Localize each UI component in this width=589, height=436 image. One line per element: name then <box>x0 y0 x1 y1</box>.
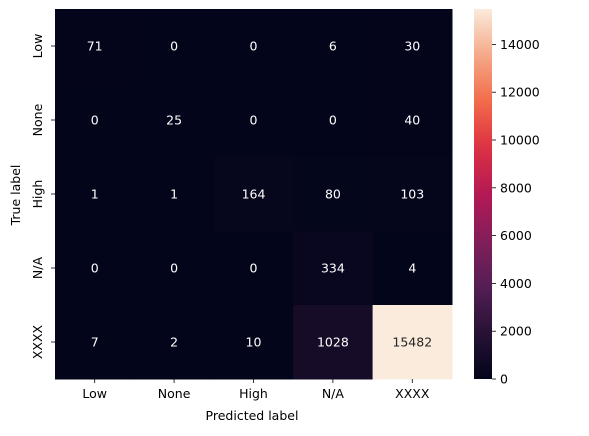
heatmap-cell <box>293 305 374 380</box>
heatmap-cell <box>55 83 135 158</box>
colorbar-tick-label: 8000 <box>500 180 532 195</box>
heatmap-cell-value: 15482 <box>392 335 432 350</box>
colorbar-tick-label: 2000 <box>500 324 532 339</box>
y-axis-ticks: Low None High N/A XXXX <box>30 34 55 359</box>
heatmap-cell-value: 1028 <box>317 335 349 350</box>
x-tick-label: None <box>158 386 191 401</box>
heatmap-cell <box>372 157 453 232</box>
x-tick-label: XXXX <box>395 386 430 401</box>
heatmap-cell-labels: 71 0 0 6 30 0 25 0 0 40 1 1 164 80 103 0 0 0 334 4 7 2 10 1028 1… <box>87 39 432 350</box>
x-tick-label: N/A <box>322 386 345 401</box>
heatmap-cell-value: 1 <box>91 187 99 202</box>
heatmap-cell <box>293 9 374 84</box>
heatmap-cell-value: 80 <box>325 187 341 202</box>
heatmap-cell-value: 103 <box>400 187 424 202</box>
colorbar-tick-label: 12000 <box>500 85 540 100</box>
y-axis-label: True label <box>8 165 23 227</box>
colorbar-tick-label: 14000 <box>500 37 540 52</box>
colorbar-tick-label: 0 <box>500 372 508 387</box>
heatmap-cell <box>293 157 374 232</box>
heatmap-cell-value: 0 <box>329 113 337 128</box>
heatmap-cell <box>134 305 215 380</box>
heatmap-cell-value: 164 <box>242 187 266 202</box>
heatmap-cell <box>372 305 453 380</box>
colorbar-tick-label: 4000 <box>500 276 532 291</box>
heatmap-cell-value: 6 <box>329 39 337 54</box>
heatmap-cell <box>372 231 453 306</box>
heatmap-cell-value: 4 <box>408 261 416 276</box>
heatmap-cell-value: 7 <box>91 335 99 350</box>
heatmap-cell-value: 0 <box>250 39 258 54</box>
heatmap-cell-value: 2 <box>170 335 178 350</box>
heatmap-cell-value: 10 <box>246 335 262 350</box>
heatmap-cell-value: 25 <box>166 113 182 128</box>
heatmap-cell-value: 0 <box>91 261 99 276</box>
y-tick-label: N/A <box>30 257 45 280</box>
y-tick-label: None <box>30 103 45 136</box>
heatmap-cell-value: 334 <box>321 261 345 276</box>
heatmap-cell <box>372 9 453 84</box>
heatmap-cell <box>134 9 215 84</box>
heatmap-cell-value: 0 <box>170 39 178 54</box>
heatmap-cell-value: 0 <box>250 261 258 276</box>
x-tick-label: High <box>239 386 268 401</box>
heatmap-cell <box>293 83 374 158</box>
heatmap-cell-value: 71 <box>87 39 103 54</box>
heatmap-cell <box>134 157 215 232</box>
heatmap-cell <box>55 231 135 306</box>
heatmap-cell <box>55 9 135 84</box>
heatmap-cell-value: 0 <box>170 261 178 276</box>
heatmap-cells <box>55 9 453 380</box>
heatmap-cell <box>55 305 135 380</box>
heatmap-cell <box>213 83 294 158</box>
colorbar-tick-label: 6000 <box>500 228 532 243</box>
heatmap-cell-value: 40 <box>404 113 420 128</box>
heatmap-cell <box>55 157 135 232</box>
heatmap-cell <box>372 83 453 158</box>
heatmap-cell-value: 0 <box>91 113 99 128</box>
heatmap-cell <box>293 231 374 306</box>
heatmap-cell-value: 1 <box>170 187 178 202</box>
heatmap-cell <box>134 231 215 306</box>
x-axis-label: Predicted label <box>206 408 299 423</box>
colorbar-ticks: 0 2000 4000 6000 8000 10000 12000 14000 <box>492 37 540 387</box>
heatmap-cell <box>213 231 294 306</box>
colorbar-tick-label: 10000 <box>500 133 540 148</box>
heatmap-cell <box>213 9 294 84</box>
heatmap-cell-value: 0 <box>250 113 258 128</box>
x-axis-ticks: Low None High N/A XXXX <box>82 379 430 401</box>
colorbar <box>474 9 492 379</box>
heatmap-cell <box>213 305 294 380</box>
heatmap-cell <box>134 83 215 158</box>
y-tick-label: XXXX <box>30 324 45 359</box>
heatmap-cell <box>213 157 294 232</box>
heatmap-cell-value: 30 <box>404 39 420 54</box>
y-tick-label: High <box>30 180 45 209</box>
y-tick-label: Low <box>30 34 45 59</box>
x-tick-label: Low <box>82 386 107 401</box>
